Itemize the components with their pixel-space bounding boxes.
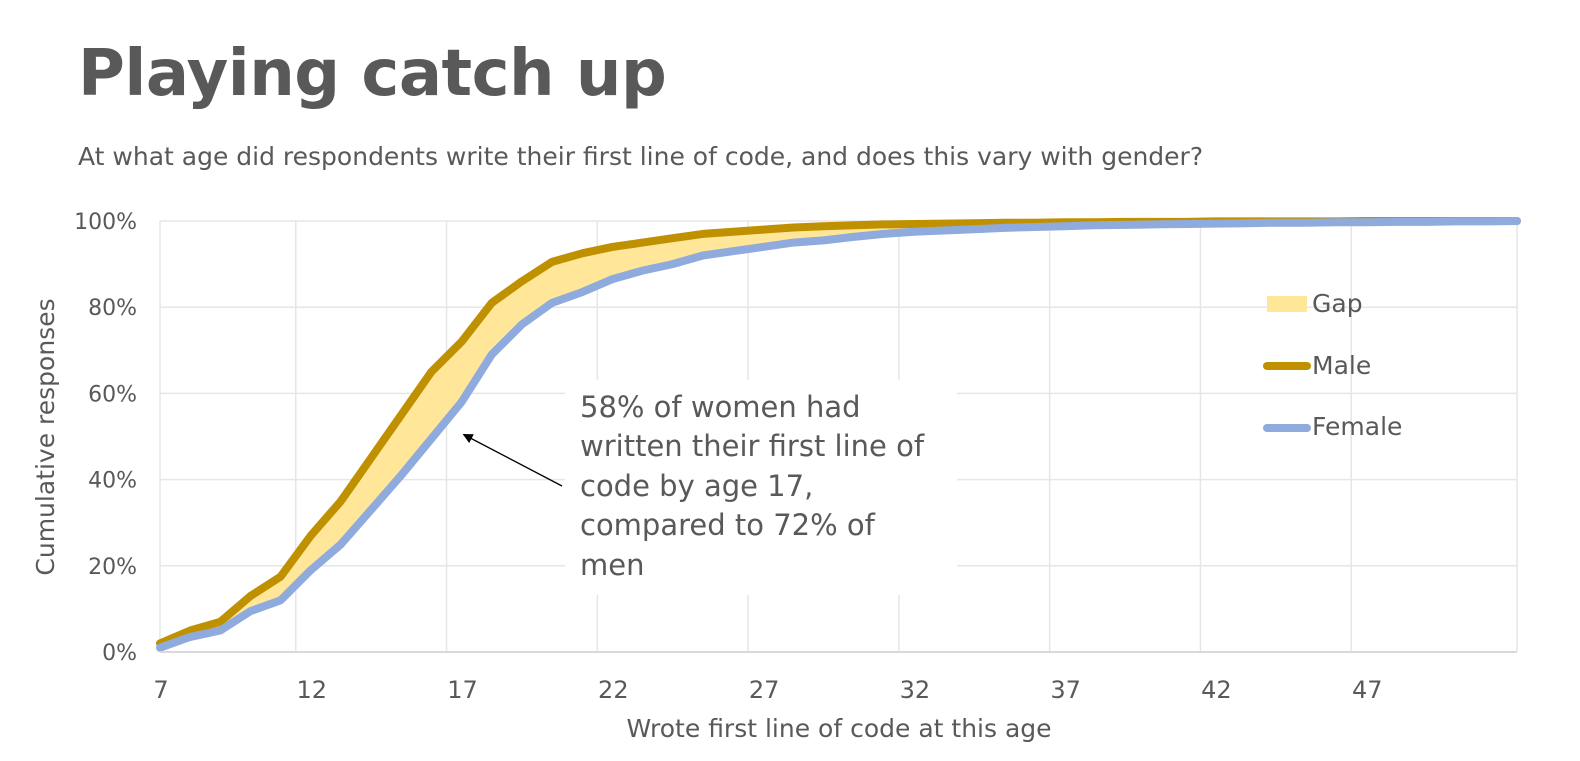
- x-tick-label: 37: [1050, 676, 1081, 704]
- x-tick-labels: 7 12 17 22 27 32 37 42 47: [153, 676, 1382, 704]
- x-tick-label: 17: [447, 676, 478, 704]
- annotation-line: 58% of women had: [580, 390, 861, 424]
- x-tick-label: 27: [749, 676, 780, 704]
- y-tick-label: 60%: [88, 382, 137, 407]
- x-tick-label: 22: [598, 676, 629, 704]
- y-tick-label: 100%: [74, 210, 137, 235]
- annotation-box: [565, 380, 957, 595]
- y-tick-label: 0%: [102, 641, 137, 666]
- legend-label-gap: Gap: [1312, 289, 1363, 318]
- annotation-line: written their first line of: [580, 429, 925, 463]
- y-tick-label: 40%: [88, 469, 137, 494]
- annotation-line: code by age 17,: [580, 469, 813, 503]
- legend-item-female: Female: [1263, 412, 1402, 441]
- x-axis-label: Wrote first line of code at this age: [626, 714, 1051, 743]
- legend-item-male: Male: [1263, 351, 1371, 380]
- annotation-arrow: [462, 433, 563, 487]
- chart-title: Playing catch up: [78, 37, 667, 111]
- x-tick-label: 7: [153, 676, 168, 704]
- female-series-line: [156, 217, 1521, 652]
- chart-subtitle: At what age did respondents write their …: [78, 142, 1204, 171]
- x-tick-label: 42: [1201, 676, 1232, 704]
- annotation-text: 58% of women had written their first lin…: [580, 390, 933, 582]
- legend-label-female: Female: [1312, 412, 1402, 441]
- legend: Gap Male Female: [1263, 289, 1402, 441]
- legend-label-male: Male: [1312, 351, 1371, 380]
- x-tick-label: 47: [1352, 676, 1383, 704]
- y-tick-label: 80%: [88, 296, 137, 321]
- x-tick-label: 32: [900, 676, 931, 704]
- y-tick-labels: 0% 20% 40% 60% 80% 100%: [74, 210, 137, 666]
- legend-swatch-gap: [1267, 296, 1307, 312]
- annotation-callout: 58% of women had written their first lin…: [462, 380, 957, 595]
- y-tick-label: 20%: [88, 555, 137, 580]
- legend-item-gap: Gap: [1267, 289, 1363, 318]
- annotation-line: compared to 72% of: [580, 508, 876, 542]
- y-axis-label: Cumulative responses: [31, 298, 60, 575]
- annotation-line: men: [580, 548, 644, 582]
- x-tick-label: 12: [297, 676, 328, 704]
- gap-area: [160, 221, 1517, 648]
